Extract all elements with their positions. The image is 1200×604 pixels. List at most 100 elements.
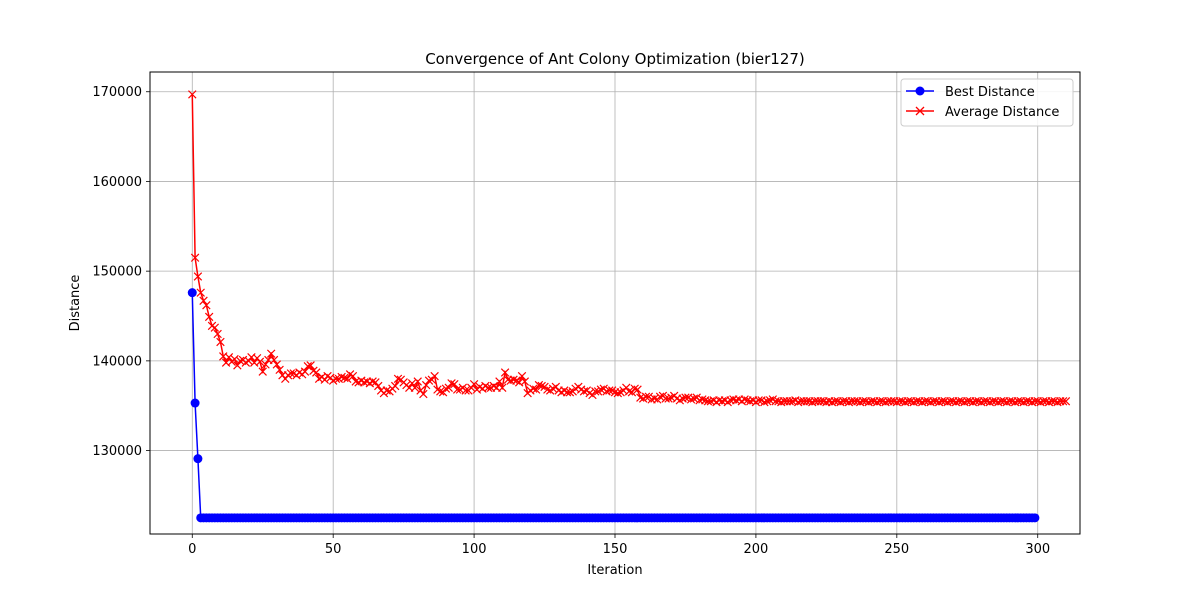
y-axis-label: Distance bbox=[68, 275, 83, 332]
average-distance-point bbox=[266, 349, 276, 358]
average-distance-point bbox=[272, 360, 282, 369]
average-distance-point bbox=[537, 381, 546, 391]
average-distance-point bbox=[650, 394, 659, 403]
average-distance-point bbox=[461, 386, 470, 395]
average-distance-point bbox=[689, 394, 699, 403]
average-distance-point bbox=[534, 380, 544, 390]
average-distance-point bbox=[681, 393, 690, 402]
average-distance-point bbox=[204, 312, 214, 322]
average-distance-point bbox=[529, 384, 538, 393]
average-distance-point bbox=[596, 385, 606, 394]
average-distance-point bbox=[368, 377, 377, 386]
average-distance-point bbox=[444, 383, 453, 392]
y-tick-label: 140000 bbox=[92, 354, 142, 369]
average-distance-point bbox=[213, 329, 222, 339]
average-distance-point bbox=[235, 356, 245, 366]
average-distance-point bbox=[630, 384, 639, 393]
x-tick-label: 300 bbox=[1025, 542, 1050, 557]
average-distance-point bbox=[469, 379, 479, 389]
average-distance-point bbox=[520, 377, 530, 386]
average-distance-point bbox=[1058, 397, 1068, 406]
average-distance-point bbox=[331, 374, 341, 384]
y-tick-label: 150000 bbox=[92, 265, 142, 280]
legend-average-marker bbox=[915, 106, 925, 116]
average-distance-point bbox=[655, 392, 665, 401]
average-distance-point bbox=[498, 383, 507, 392]
average-distance-point bbox=[340, 373, 349, 383]
average-distance-point bbox=[393, 374, 403, 384]
average-distance-point bbox=[762, 397, 772, 406]
average-distance-point bbox=[641, 392, 651, 401]
best-distance-point bbox=[187, 288, 197, 298]
average-distance-point bbox=[591, 387, 600, 396]
x-tick-label: 50 bbox=[325, 542, 342, 557]
average-distance-point bbox=[495, 377, 504, 386]
average-distance-point bbox=[374, 381, 383, 391]
average-distance-series bbox=[188, 90, 1071, 407]
average-distance-point bbox=[1061, 397, 1071, 406]
average-distance-point bbox=[224, 353, 234, 362]
average-distance-point bbox=[196, 288, 205, 297]
average-distance-point bbox=[269, 355, 279, 365]
average-distance-point bbox=[483, 383, 493, 392]
y-tick-label: 170000 bbox=[92, 85, 142, 100]
average-distance-point bbox=[565, 388, 575, 397]
average-distance-point bbox=[419, 389, 428, 399]
average-distance-point bbox=[754, 396, 763, 405]
y-axis-ticks: 130000 140000 150000 160000 170000 bbox=[92, 85, 150, 459]
legend-box bbox=[900, 78, 1074, 127]
average-distance-point bbox=[605, 386, 614, 395]
y-tick-label: 130000 bbox=[92, 444, 142, 459]
average-distance-point bbox=[261, 360, 270, 369]
average-distance-point bbox=[286, 369, 296, 378]
average-distance-point bbox=[210, 323, 220, 332]
average-distance-point bbox=[509, 375, 518, 384]
average-distance-point bbox=[424, 376, 434, 385]
average-distance-point bbox=[188, 90, 197, 99]
average-distance-point bbox=[413, 377, 422, 386]
grid-lines bbox=[150, 72, 1080, 534]
average-distance-point bbox=[337, 372, 346, 382]
x-tick-label: 200 bbox=[743, 542, 768, 557]
average-distance-point bbox=[275, 365, 284, 375]
average-distance-point bbox=[613, 388, 623, 398]
average-distance-point bbox=[230, 354, 239, 364]
average-distance-point bbox=[258, 367, 267, 376]
best-distance-point bbox=[1030, 513, 1040, 523]
average-distance-point bbox=[436, 387, 445, 396]
series-layer bbox=[187, 90, 1071, 523]
average-distance-point bbox=[698, 395, 707, 404]
average-distance-point bbox=[303, 362, 313, 371]
y-tick-label: 160000 bbox=[92, 175, 142, 190]
average-distance-point bbox=[500, 368, 510, 377]
average-distance-point bbox=[190, 253, 200, 262]
legend-average-label: Average Distance bbox=[945, 105, 1059, 120]
average-distance-point bbox=[740, 395, 749, 404]
average-distance-point bbox=[306, 361, 315, 370]
best-distance-point bbox=[193, 454, 203, 464]
best-distance-point bbox=[190, 398, 200, 408]
average-distance-point bbox=[382, 386, 391, 395]
average-distance-point bbox=[407, 379, 417, 388]
x-tick-label: 100 bbox=[462, 542, 487, 557]
average-distance-point bbox=[624, 387, 634, 396]
average-distance-point bbox=[193, 272, 203, 281]
average-distance-point bbox=[199, 296, 208, 305]
best-distance-series bbox=[187, 288, 1040, 523]
average-distance-point bbox=[255, 357, 265, 366]
average-distance-point bbox=[686, 395, 696, 404]
x-tick-label: 150 bbox=[603, 542, 628, 557]
average-distance-point bbox=[633, 385, 642, 394]
average-distance-point bbox=[760, 397, 769, 407]
legend-best-marker bbox=[915, 86, 925, 96]
x-tick-label: 0 bbox=[188, 542, 196, 557]
average-distance-point bbox=[410, 383, 420, 392]
x-tick-label: 250 bbox=[884, 542, 909, 557]
average-distance-point bbox=[664, 394, 673, 403]
average-distance-point bbox=[452, 385, 462, 394]
x-axis-label: Iteration bbox=[587, 563, 642, 578]
average-distance-point bbox=[343, 374, 352, 384]
x-axis-ticks: 0 50 100 150 200 250 300 bbox=[188, 534, 1050, 557]
legend: Best Distance Average Distance bbox=[900, 78, 1074, 127]
